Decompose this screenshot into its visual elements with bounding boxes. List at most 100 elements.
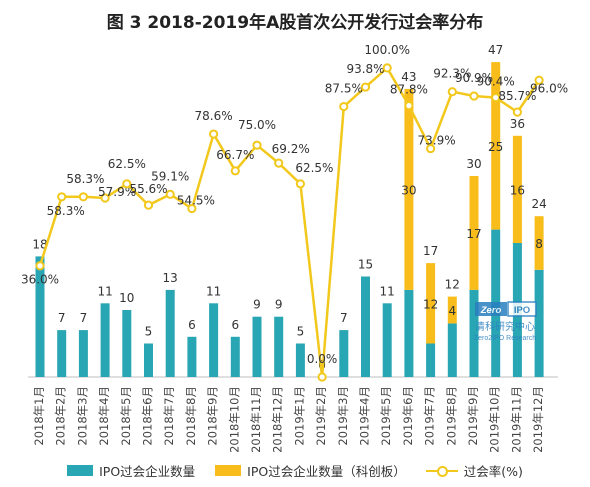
x-tick-label: 2019年6月 (401, 386, 415, 446)
bar-total-label: 43 (401, 70, 416, 84)
bar-total-label: 47 (488, 43, 503, 57)
legend: IPO过会企业数量 IPO过会企业数量（科创板） 过会率(%) (0, 461, 590, 480)
x-tick-label: 2018年8月 (184, 386, 198, 446)
x-tick-label: 2019年12月 (531, 386, 545, 453)
pass-rate-point (447, 87, 457, 97)
x-tick-label: 2018年5月 (119, 386, 133, 446)
pass-rate-label: 36.0% (21, 273, 59, 287)
x-tick-label: 2018年9月 (206, 386, 220, 446)
bar-ipo (469, 289, 479, 377)
bar-ipo (122, 310, 132, 377)
bar-value-label-star-market: 17 (466, 227, 481, 241)
x-tick-label: 2019年4月 (358, 386, 372, 446)
bar-value-label-star-market: 12 (423, 297, 438, 311)
pass-rate-label: 62.5% (108, 157, 146, 171)
bar-total-label: 36 (510, 117, 525, 131)
pass-rate-point (100, 193, 110, 203)
bar-value-label-star-market: 25 (488, 140, 503, 154)
pass-rate-point (295, 179, 305, 189)
bar-star-market (512, 135, 522, 243)
x-tick-label: 2018年12月 (271, 386, 285, 453)
bar-value-label: 9 (253, 298, 261, 312)
bar-value-label: 11 (97, 284, 112, 298)
bar-ipo (534, 269, 544, 377)
legend-item-star-market: IPO过会企业数量（科创板） (215, 461, 406, 480)
pass-rate-point (187, 203, 197, 214)
bar-star-market (534, 216, 544, 270)
legend-item-pass-rate: 过会率(%) (425, 461, 523, 480)
bar-ipo (295, 343, 305, 377)
bar-value-label: 11 (206, 284, 221, 298)
bar-value-label-star-market: 4 (448, 304, 456, 318)
bar-ipo (252, 316, 262, 377)
x-tick-label: 2019年10月 (488, 386, 502, 453)
bar-value-label: 5 (145, 325, 153, 339)
bar-ipo (35, 256, 45, 377)
pass-rate-label: 87.5% (325, 82, 363, 96)
bar-value-label: 7 (80, 311, 88, 325)
pass-rate-point (252, 140, 262, 150)
pass-rate-point (78, 192, 89, 202)
pass-rate-label: 90.4% (477, 75, 515, 89)
legend-swatch-ipo (67, 465, 94, 476)
pass-rate-point (57, 192, 67, 202)
bar-value-label: 6 (188, 318, 196, 332)
x-tick-label: 2019年9月 (466, 386, 480, 446)
watermark-logo-right (507, 301, 537, 317)
bar-total-label: 30 (466, 157, 481, 171)
pass-rate-point (230, 166, 240, 176)
legend-label-star-market: IPO过会企业数量（科创板） (247, 464, 406, 479)
bar-ipo (447, 323, 457, 377)
pass-rate-label: 58.3% (47, 204, 85, 218)
x-tick-label: 2019年1月 (292, 386, 306, 446)
bar-ipo (382, 303, 392, 377)
bar-ipo (187, 336, 197, 377)
bar-ipo (100, 303, 110, 377)
x-tick-label: 2018年2月 (54, 386, 68, 446)
x-tick-label: 2018年3月 (75, 386, 89, 446)
pass-rate-label: 58.3% (66, 172, 104, 186)
pass-rate-point (317, 372, 327, 382)
pass-rate-label: 54.5% (177, 194, 215, 208)
bar-value-label: 18 (32, 237, 47, 251)
x-tick-label: 2019年3月 (336, 386, 350, 446)
x-tick-label: 2018年11月 (249, 386, 263, 453)
zero2ipo-watermark: Zero IPO 清科研究中心 Zero2IPO Research (474, 301, 537, 342)
x-tick-label: 2019年8月 (444, 386, 458, 446)
pass-rate-label: 62.5% (295, 161, 333, 175)
pass-rate-label: 59.1% (151, 169, 189, 183)
bar-ipo (361, 276, 370, 377)
pass-rate-point (534, 75, 544, 85)
x-tick-label: 2018年1月 (32, 386, 46, 446)
x-tick-label: 2018年10月 (227, 386, 241, 453)
x-tick-label: 2019年11月 (509, 386, 523, 453)
legend-label-ipo: IPO过会企业数量 (99, 464, 196, 479)
pass-rate-point (35, 261, 45, 271)
legend-item-ipo: IPO过会企业数量 (67, 461, 195, 480)
bar-star-market (469, 176, 479, 290)
pass-rate-label: 90.9% (455, 71, 493, 85)
watermark-en: Zero2IPO Research (474, 335, 536, 342)
pass-rate-label: 87.8% (390, 83, 428, 97)
bar-ipo (165, 289, 175, 377)
bar-value-label: 13 (163, 271, 178, 285)
legend-swatch-pass-rate (425, 465, 458, 477)
bar-ipo (426, 343, 436, 377)
pass-rate-point (143, 200, 154, 210)
bar-star-market (447, 296, 457, 324)
bar-value-label-star-market: 16 (510, 183, 525, 197)
pass-rate-label: 55.6% (129, 182, 167, 196)
bar-value-label: 9 (275, 298, 283, 312)
x-tick-label: 2019年5月 (379, 386, 393, 446)
pass-rate-point (491, 92, 501, 103)
x-tick-label: 2019年2月 (314, 386, 328, 446)
legend-swatch-star-market (215, 465, 242, 476)
bar-ipo (339, 330, 349, 377)
pass-rate-label: 85.7% (498, 89, 536, 103)
bar-ipo (404, 289, 414, 377)
pass-rate-point (469, 91, 479, 101)
watermark-brand-2: IPO (514, 305, 530, 316)
legend-label-pass-rate: 过会率(%) (463, 464, 523, 479)
bar-value-label: 5 (297, 325, 305, 339)
